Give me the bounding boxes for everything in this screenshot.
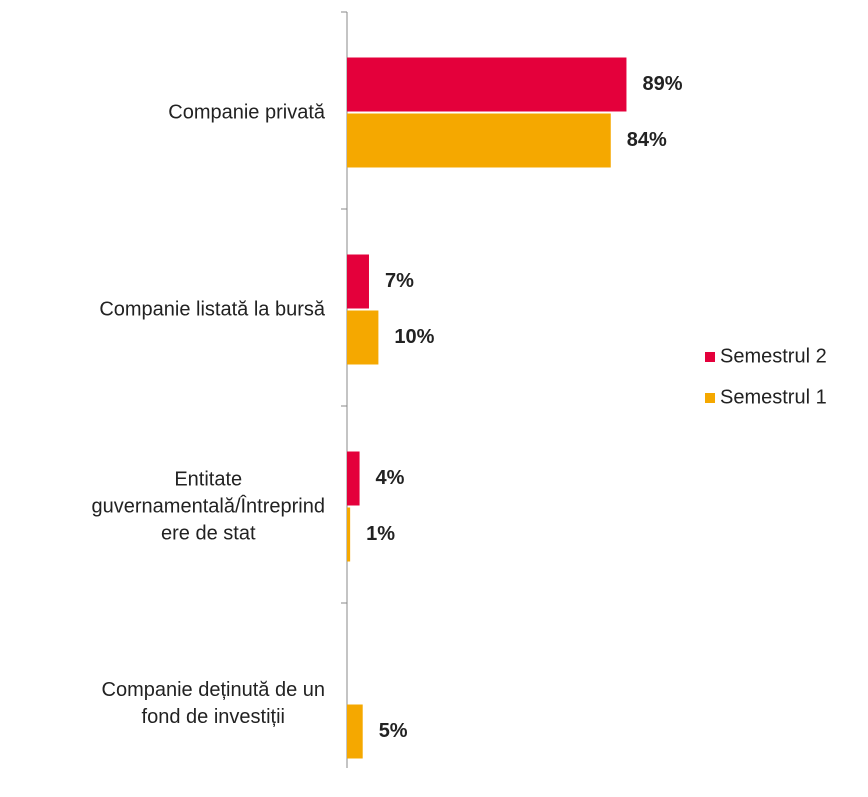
value-label: 1% (366, 523, 395, 545)
bar (347, 57, 627, 112)
value-label: 10% (394, 326, 434, 348)
value-label: 89% (642, 73, 682, 95)
category-label: Companie deținută de un fond de investiț… (101, 678, 326, 728)
value-label: 4% (376, 467, 405, 489)
legend-swatch (705, 352, 715, 362)
category-label: Companie listată la bursă (99, 298, 325, 320)
bar (347, 451, 360, 506)
bar (347, 507, 351, 562)
category-label: Entitate guvernamentală/Întreprind ere d… (91, 468, 325, 544)
bar (347, 310, 379, 365)
value-label: 84% (627, 129, 667, 151)
bar (347, 113, 611, 168)
legend-label: Semestrul 2 (720, 345, 827, 367)
category-label: Companie privată (168, 101, 325, 123)
value-label: 7% (385, 270, 414, 292)
legend-label: Semestrul 1 (720, 386, 827, 408)
bar (347, 254, 369, 309)
value-label: 5% (379, 720, 408, 742)
bar (347, 704, 363, 759)
legend-swatch (705, 393, 715, 403)
